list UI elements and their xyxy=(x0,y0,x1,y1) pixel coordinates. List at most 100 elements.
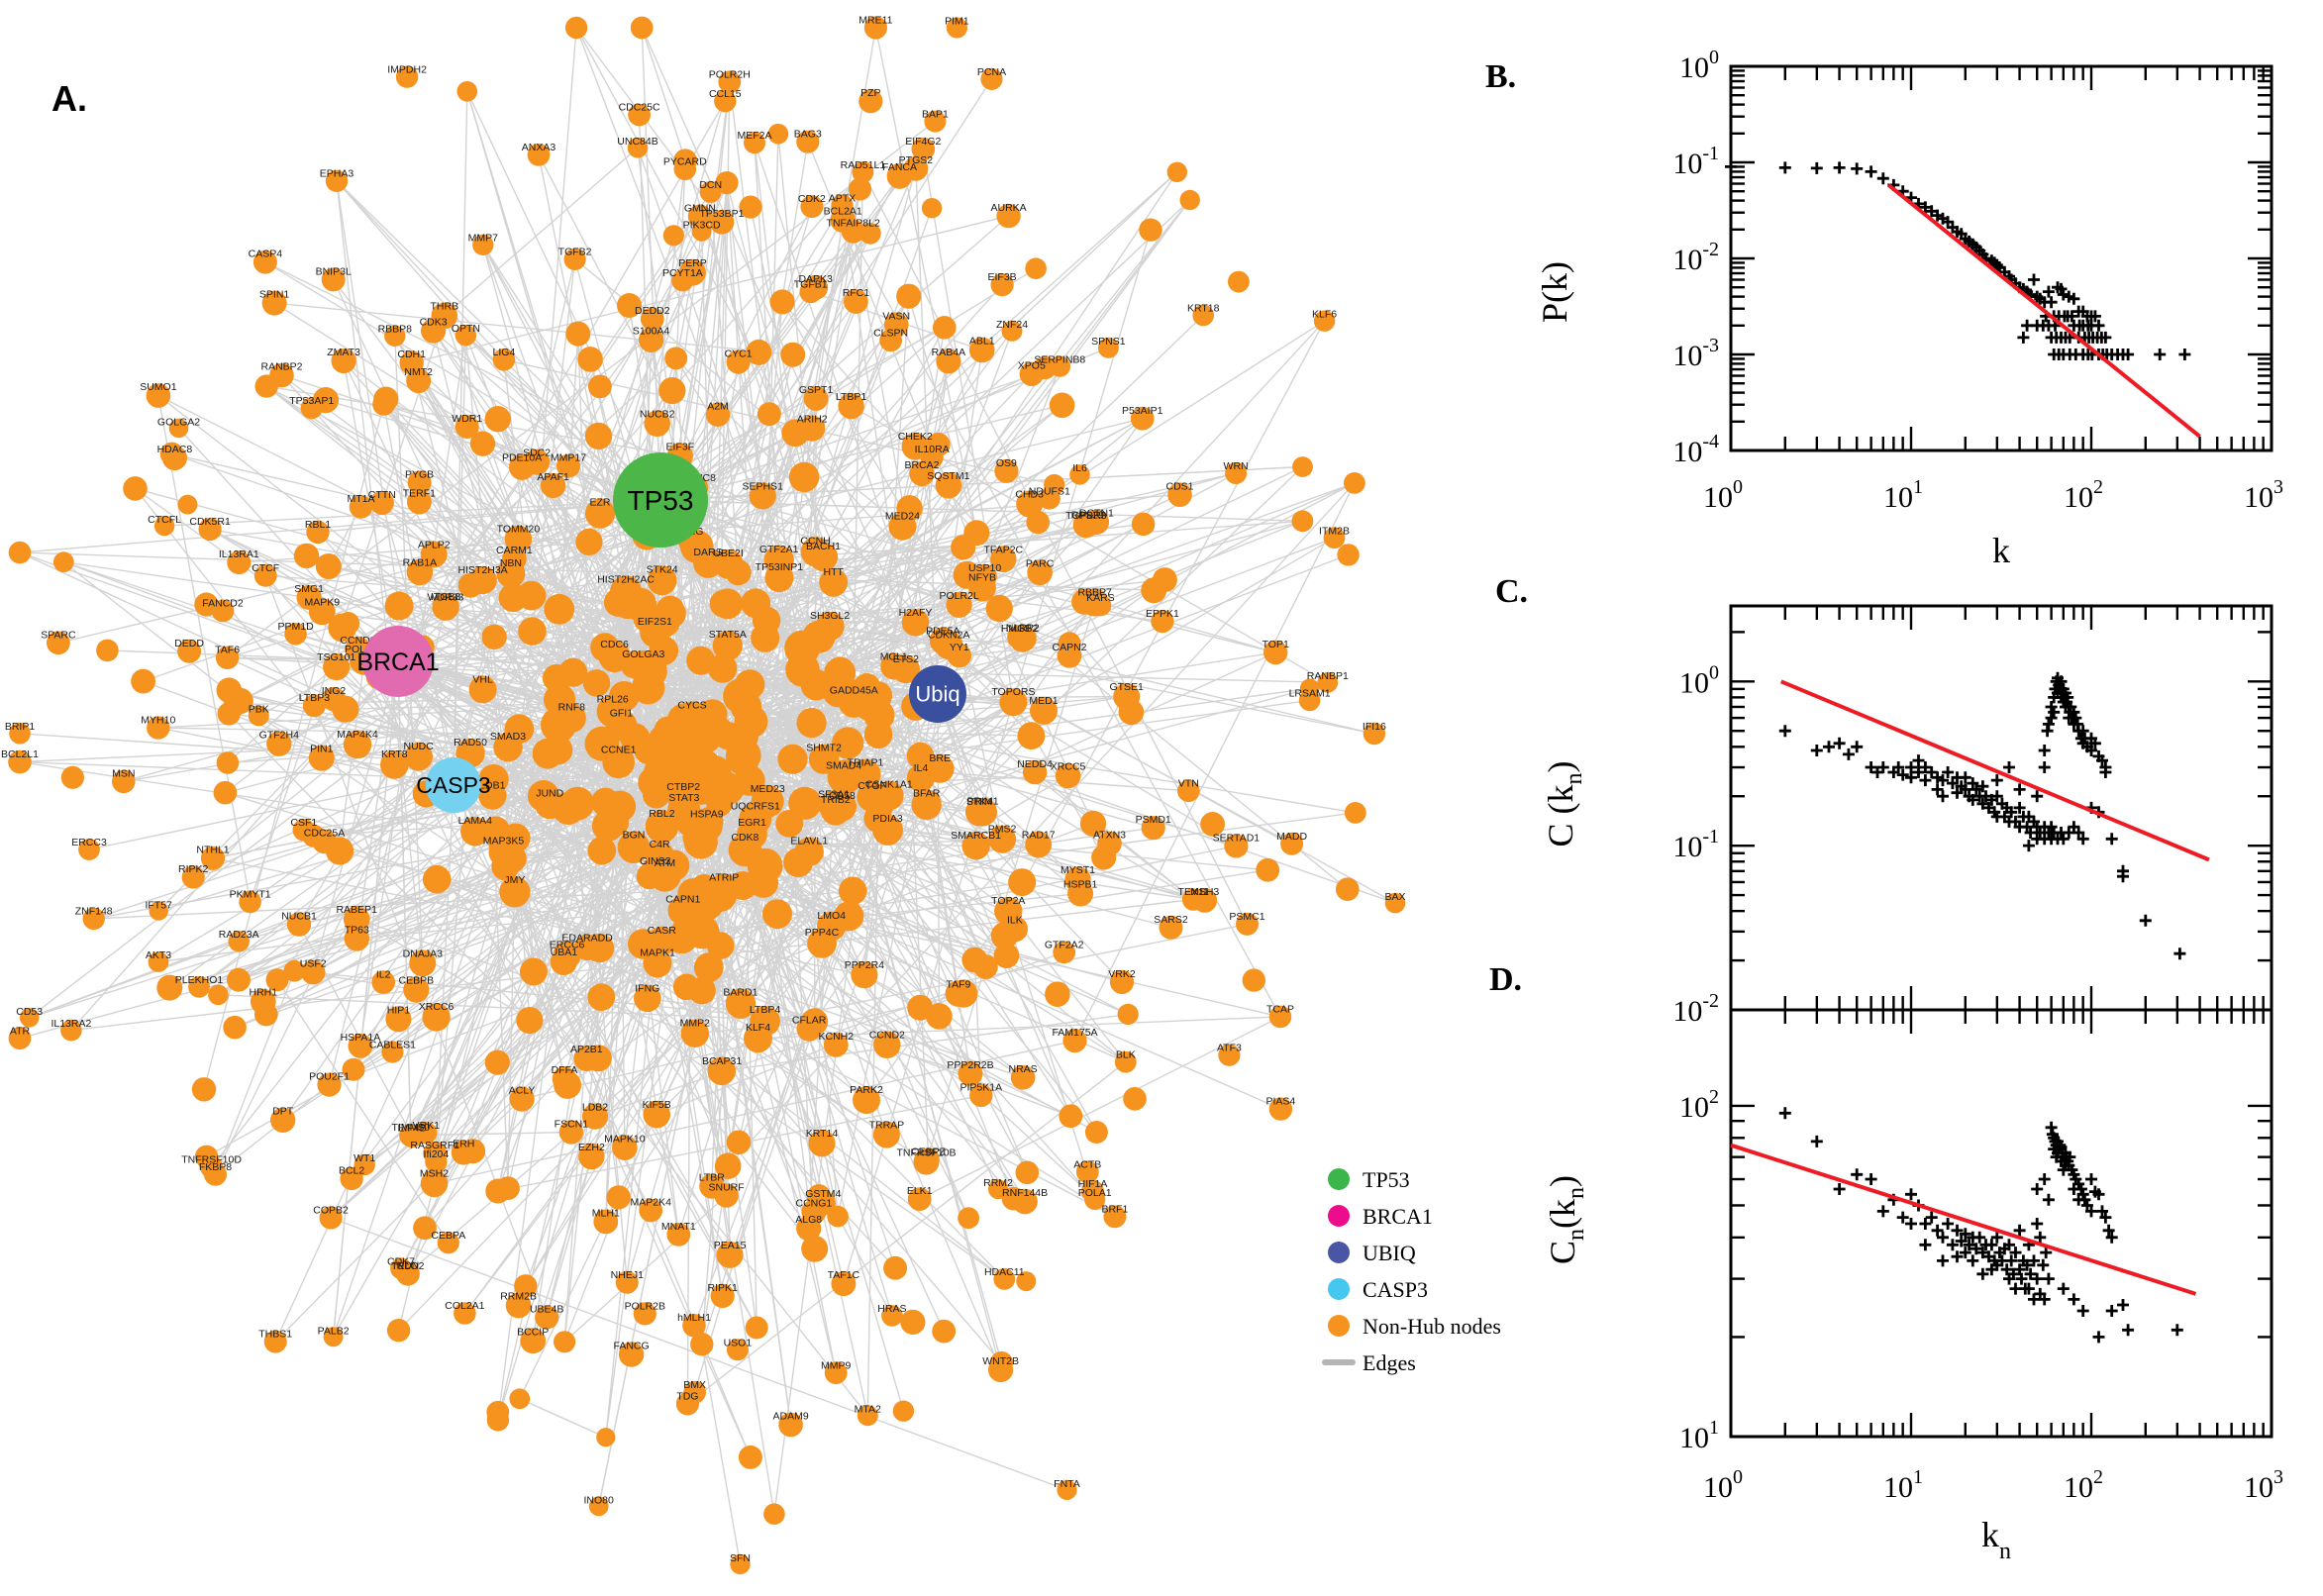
network-node[interactable] xyxy=(558,1120,584,1145)
network-node[interactable] xyxy=(404,743,434,771)
network-node[interactable] xyxy=(1001,320,1023,342)
network-node[interactable] xyxy=(1016,1271,1037,1292)
network-node[interactable] xyxy=(223,1015,247,1040)
network-node[interactable] xyxy=(560,786,595,821)
network-node[interactable] xyxy=(672,973,700,1001)
network-node[interactable] xyxy=(1225,462,1248,485)
network-node[interactable] xyxy=(1313,310,1336,332)
network-node[interactable] xyxy=(683,1380,706,1404)
network-node[interactable] xyxy=(734,704,768,739)
network-node[interactable] xyxy=(796,1216,822,1242)
network-node[interactable] xyxy=(647,565,677,596)
network-node[interactable] xyxy=(946,17,968,39)
network-node[interactable] xyxy=(921,198,943,219)
hub-node-tp53[interactable] xyxy=(613,452,708,548)
network-node[interactable] xyxy=(1027,559,1053,586)
network-node[interactable] xyxy=(498,844,527,873)
network-node[interactable] xyxy=(699,1173,725,1199)
network-node[interactable] xyxy=(623,587,657,622)
network-node[interactable] xyxy=(1263,640,1288,665)
network-node[interactable] xyxy=(248,705,269,727)
network-node[interactable] xyxy=(712,631,743,661)
network-node[interactable] xyxy=(881,1305,903,1327)
network-node[interactable] xyxy=(584,933,615,963)
network-node[interactable] xyxy=(554,1070,582,1099)
network-node[interactable] xyxy=(821,796,851,826)
network-node[interactable] xyxy=(926,433,951,457)
network-node[interactable] xyxy=(1001,1186,1026,1211)
network-node[interactable] xyxy=(1236,912,1259,936)
network-node[interactable] xyxy=(578,1143,605,1170)
network-node[interactable] xyxy=(82,907,105,931)
network-node[interactable] xyxy=(994,458,1019,483)
network-node[interactable] xyxy=(807,929,837,958)
network-node[interactable] xyxy=(848,177,872,201)
network-node[interactable] xyxy=(781,419,810,448)
network-node[interactable] xyxy=(851,961,878,989)
network-node[interactable] xyxy=(263,1330,287,1353)
network-node[interactable] xyxy=(1022,759,1048,785)
network-node[interactable] xyxy=(252,249,277,274)
network-node[interactable] xyxy=(964,798,994,827)
network-node[interactable] xyxy=(718,70,742,94)
network-node[interactable] xyxy=(423,1141,448,1165)
network-node[interactable] xyxy=(617,831,651,863)
network-node[interactable] xyxy=(177,494,198,515)
network-node[interactable] xyxy=(690,1333,714,1356)
network-node[interactable] xyxy=(131,668,156,694)
network-node[interactable] xyxy=(662,225,685,247)
network-node[interactable] xyxy=(823,1033,849,1057)
network-node[interactable] xyxy=(853,1086,880,1115)
network-node[interactable] xyxy=(457,572,483,598)
network-node[interactable] xyxy=(96,639,119,662)
network-node[interactable] xyxy=(924,110,947,133)
network-node[interactable] xyxy=(380,750,409,779)
network-node[interactable] xyxy=(1053,941,1076,964)
network-node[interactable] xyxy=(564,16,588,40)
network-node[interactable] xyxy=(340,1166,363,1191)
network-node[interactable] xyxy=(1268,1097,1293,1121)
network-node[interactable] xyxy=(935,472,962,499)
network-node[interactable] xyxy=(993,1268,1016,1290)
network-node[interactable] xyxy=(413,1216,437,1241)
network-node[interactable] xyxy=(633,1302,656,1326)
network-node[interactable] xyxy=(630,16,654,40)
network-node[interactable] xyxy=(961,832,990,860)
network-node[interactable] xyxy=(725,559,752,586)
network-node[interactable] xyxy=(384,325,406,347)
network-node[interactable] xyxy=(19,1008,40,1028)
network-node[interactable] xyxy=(664,347,688,370)
network-node[interactable] xyxy=(369,490,394,515)
hub-node-ubiq[interactable] xyxy=(909,665,966,723)
network-node[interactable] xyxy=(1363,722,1386,746)
network-node[interactable] xyxy=(1075,1160,1099,1184)
network-node[interactable] xyxy=(767,123,789,145)
network-node[interactable] xyxy=(1045,981,1070,1007)
network-node[interactable] xyxy=(681,811,712,842)
network-node[interactable] xyxy=(286,912,312,937)
network-node[interactable] xyxy=(584,726,620,761)
network-node[interactable] xyxy=(584,1045,612,1072)
network-node[interactable] xyxy=(747,848,783,884)
network-node[interactable] xyxy=(1166,161,1188,182)
network-node[interactable] xyxy=(963,520,990,547)
network-node[interactable] xyxy=(1336,877,1360,901)
network-node[interactable] xyxy=(863,804,893,833)
network-node[interactable] xyxy=(532,738,563,769)
network-node[interactable] xyxy=(1057,1479,1077,1500)
network-node[interactable] xyxy=(1033,355,1058,380)
network-node[interactable] xyxy=(1026,510,1050,535)
network-node[interactable] xyxy=(832,727,864,759)
network-node[interactable] xyxy=(407,489,432,515)
network-node[interactable] xyxy=(852,161,874,183)
network-node[interactable] xyxy=(216,751,240,774)
network-node[interactable] xyxy=(801,1235,829,1262)
network-node[interactable] xyxy=(343,906,370,933)
network-node[interactable] xyxy=(1084,1121,1108,1144)
network-node[interactable] xyxy=(1192,304,1214,327)
network-node[interactable] xyxy=(800,537,831,567)
network-node[interactable] xyxy=(371,970,396,994)
network-node[interactable] xyxy=(953,560,981,589)
hub-node-brca1[interactable] xyxy=(362,626,434,697)
network-node[interactable] xyxy=(1049,392,1075,419)
